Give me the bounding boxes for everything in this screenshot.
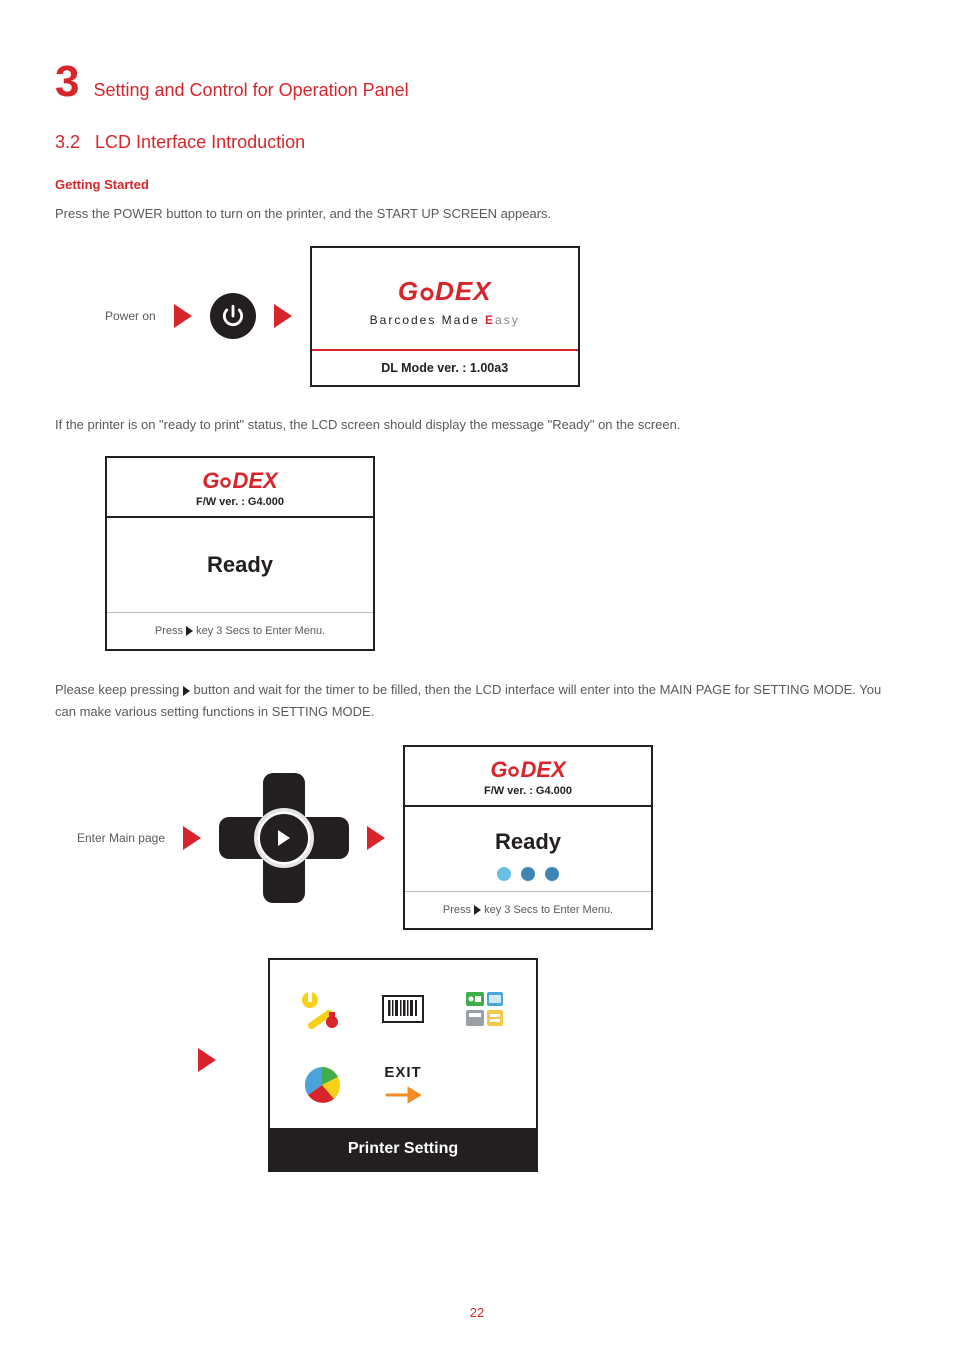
ready-hint: Press key 3 Secs to Enter Menu. [107, 613, 373, 649]
godex-logo: GDEX [411, 757, 645, 783]
chapter-title: Setting and Control for Operation Panel [93, 80, 408, 101]
dot-1 [497, 867, 511, 881]
tagline-e: E [485, 313, 495, 327]
para3-a: Please keep pressing [55, 682, 183, 697]
play-icon [183, 686, 190, 696]
tagline-prefix: Barcodes Made [370, 313, 485, 327]
ready-status: Ready [411, 829, 645, 855]
play-icon [474, 905, 481, 915]
section-number: 3.2 [55, 132, 80, 152]
tagline-rest: asy [495, 313, 520, 327]
hint-suffix: key 3 Secs to Enter Menu. [481, 904, 613, 916]
ready-status: Ready [113, 552, 367, 578]
figure-enter-main-row: Enter Main page GDEX F/W ver. : G4.000 R… [55, 745, 899, 930]
dot-3 [545, 867, 559, 881]
hint-prefix: Press [155, 625, 186, 637]
lcd-ready-screen-2: GDEX F/W ver. : G4.000 Ready Press key 3… [403, 745, 653, 930]
play-icon [186, 626, 193, 636]
dpad-icon [219, 773, 349, 903]
hint-prefix: Press [443, 904, 474, 916]
lcd-settings-screen: EXIT Printer Setting [268, 958, 538, 1172]
dot-2 [521, 867, 535, 881]
godex-tagline: Barcodes Made Easy [322, 313, 568, 327]
chapter-heading: 3 Setting and Control for Operation Pane… [55, 60, 899, 104]
progress-dots [411, 867, 645, 881]
lcd-ready-screen: GDEX F/W ver. : G4.000 Ready Press key 3… [105, 456, 375, 651]
godex-logo: GDEX [322, 276, 568, 307]
section-title: LCD Interface Introduction [95, 132, 305, 152]
arrow-right-icon [198, 1048, 216, 1072]
arrow-right-icon [183, 826, 201, 850]
settings-pie-icon [282, 1047, 363, 1122]
fw-version: F/W ver. : G4.000 [113, 496, 367, 508]
arrow-right-icon [367, 826, 385, 850]
settings-footer-label: Printer Setting [270, 1128, 536, 1170]
paragraph-1: Press the POWER button to turn on the pr… [55, 204, 899, 224]
settings-devices-icon [443, 972, 524, 1047]
power-button-icon [210, 293, 256, 339]
settings-empty-cell [443, 1047, 524, 1122]
exit-label: EXIT [384, 1064, 421, 1081]
arrow-right-icon [174, 304, 192, 328]
fw-version: F/W ver. : G4.000 [411, 785, 645, 797]
power-on-label: Power on [105, 309, 156, 323]
hint-suffix: key 3 Secs to Enter Menu. [193, 625, 325, 637]
subhead-getting-started: Getting Started [55, 177, 899, 192]
lcd-startup-screen: GDEX Barcodes Made Easy DL Mode ver. : 1… [310, 246, 580, 387]
enter-main-label: Enter Main page [55, 831, 165, 845]
page-number: 22 [0, 1305, 954, 1320]
arrow-right-icon [274, 304, 292, 328]
figure-poweron-row: Power on GDEX Barcodes Made Easy DL Mode… [105, 246, 899, 387]
settings-wrench-icon [282, 972, 363, 1047]
lcd-startup-footer: DL Mode ver. : 1.00a3 [312, 351, 578, 385]
ready-hint: Press key 3 Secs to Enter Menu. [405, 892, 651, 928]
section-heading: 3.2 LCD Interface Introduction [55, 132, 899, 153]
settings-exit-icon: EXIT [363, 1047, 444, 1122]
paragraph-2: If the printer is on "ready to print" st… [55, 415, 899, 435]
godex-logo: GDEX [113, 468, 367, 494]
chapter-number: 3 [55, 60, 79, 104]
figure-settings-row: EXIT Printer Setting [198, 948, 899, 1172]
settings-barcode-icon [363, 972, 444, 1047]
paragraph-3: Please keep pressing button and wait for… [55, 679, 899, 723]
